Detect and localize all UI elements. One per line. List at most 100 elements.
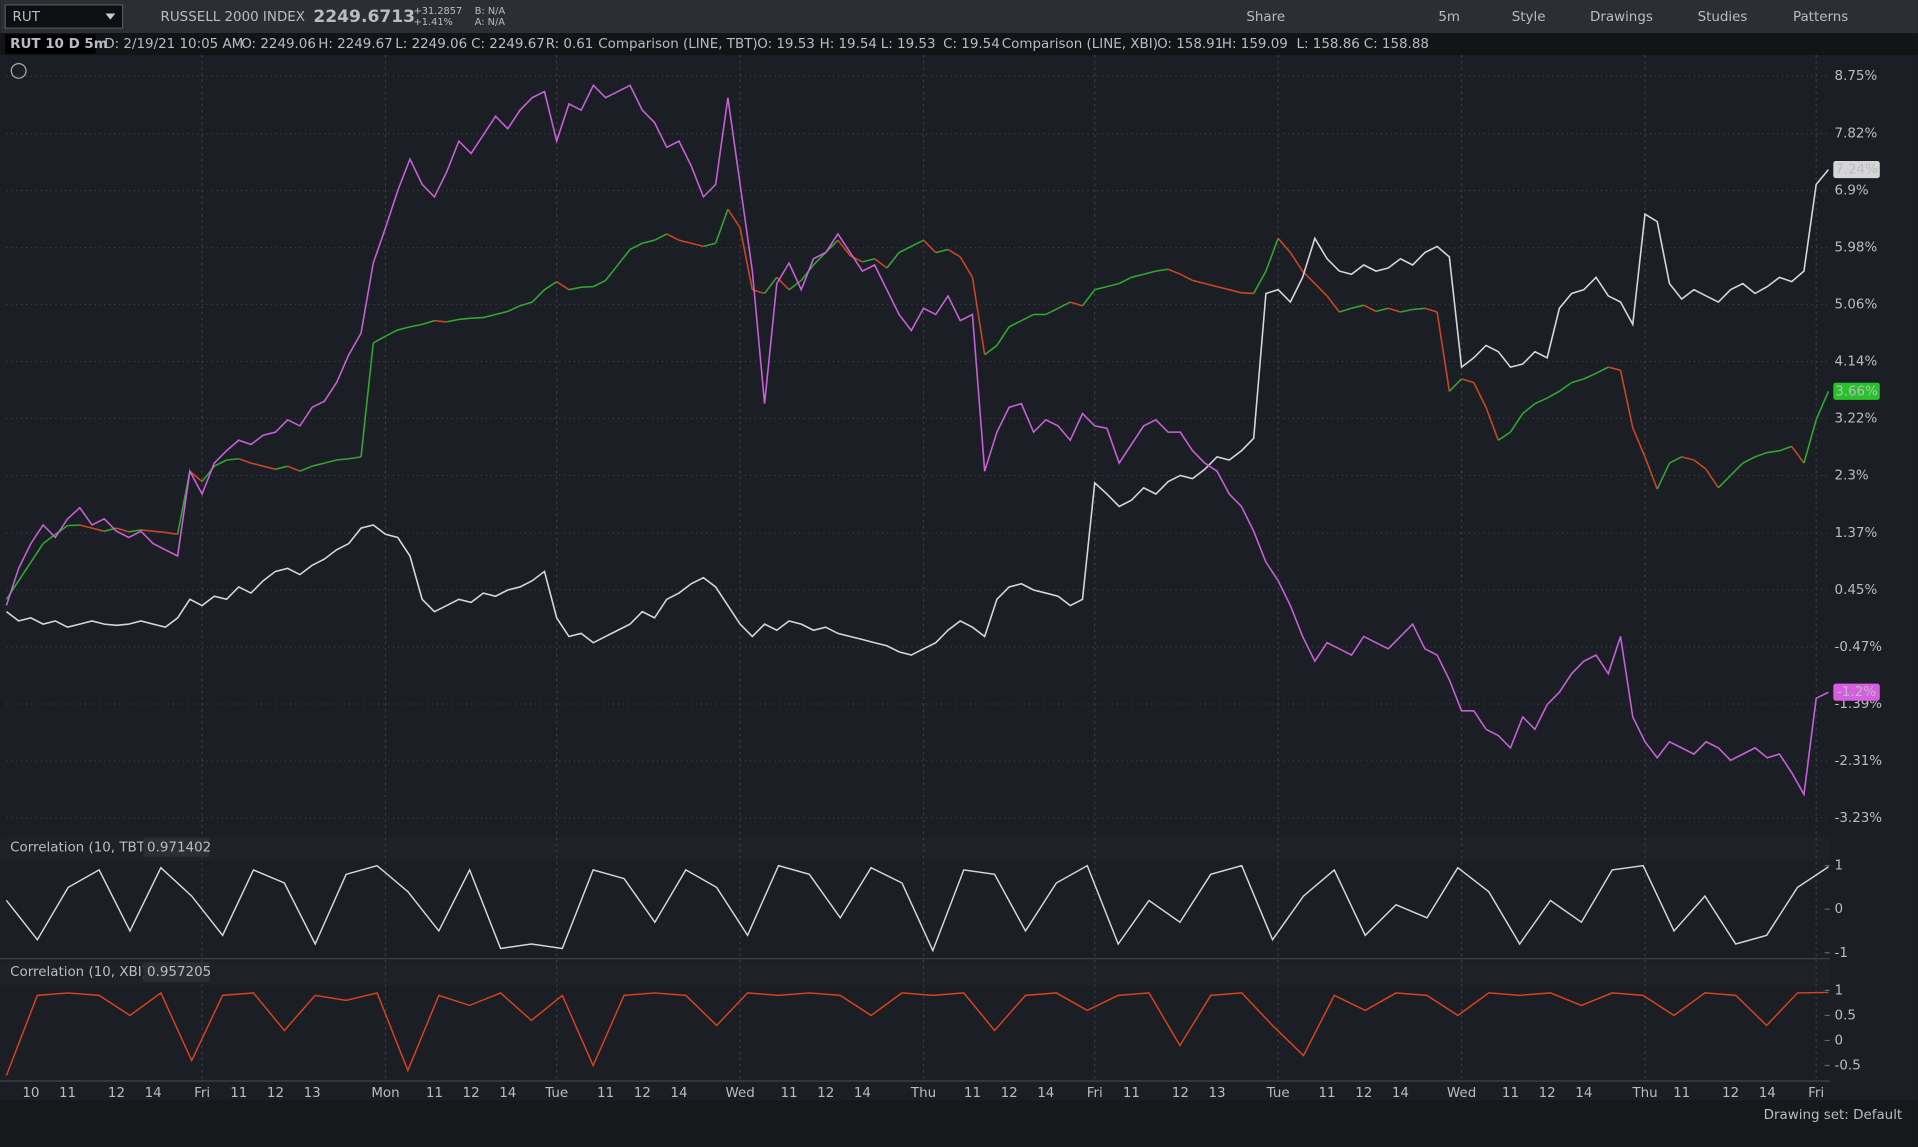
price-segment (1485, 407, 1500, 441)
x-tick-label: 11 (1123, 1086, 1140, 1101)
price-segment (1179, 273, 1193, 282)
price-segment (397, 326, 411, 331)
price-segment (128, 529, 142, 533)
x-tick-label: 14 (1392, 1086, 1409, 1101)
x-tick-label: 11 (964, 1086, 981, 1101)
price-segment (898, 245, 912, 254)
price-segment (1717, 474, 1732, 489)
toolbar-button[interactable]: Studies (1698, 10, 1748, 25)
x-tick-label: 14 (499, 1086, 516, 1101)
price-segment (1424, 307, 1438, 313)
price-segment (1779, 445, 1793, 452)
price-segment (874, 258, 888, 269)
price-segment (1571, 378, 1585, 384)
price-segment (1497, 431, 1511, 441)
y-tick-label: 0 (1835, 902, 1844, 917)
x-tick-label: 14 (1759, 1086, 1776, 1101)
price-segment (1008, 319, 1022, 328)
toolbar-button[interactable]: 5m (1438, 10, 1460, 25)
x-tick-label: 12 (634, 1086, 651, 1101)
price-segment (678, 239, 692, 245)
price-segment (1608, 366, 1621, 371)
price-segment (1436, 311, 1451, 392)
price-segment (812, 251, 827, 266)
price-segment (1730, 462, 1744, 477)
x-tick-label: 12 (1001, 1086, 1018, 1101)
price-segment (1204, 282, 1218, 288)
price-segment (311, 462, 325, 467)
symbol-box[interactable] (4, 4, 124, 29)
info-icon[interactable] (10, 62, 27, 79)
price-segment (910, 239, 924, 248)
price-segment (165, 531, 178, 536)
price-line (5, 84, 1829, 797)
price-segment (1522, 403, 1536, 415)
price-segment (471, 316, 484, 319)
price-segment (446, 318, 460, 323)
price-segment (1461, 378, 1475, 384)
price-segment (1241, 292, 1254, 295)
price-segment (984, 344, 998, 356)
x-tick-label: 13 (304, 1086, 321, 1101)
x-tick-label: Tue (1266, 1086, 1290, 1101)
price-segment (1229, 288, 1242, 294)
price-segment (1070, 301, 1083, 307)
price-segment (67, 524, 80, 527)
ohlc-value: H: 2249.67 (318, 37, 392, 52)
drawing-set[interactable]: Drawing set: Default (1764, 1108, 1903, 1123)
toolbar (0, 0, 1918, 34)
price-segment (1448, 378, 1463, 392)
toolbar-button[interactable]: Style (1512, 10, 1546, 25)
price-segment (1669, 456, 1683, 464)
price-segment (703, 242, 716, 248)
toolbar-button[interactable]: Patterns (1793, 10, 1848, 25)
price-segment (959, 256, 974, 278)
price-segment (568, 286, 582, 291)
y-tick-label: -0.5 (1835, 1059, 1861, 1074)
price-segment (1167, 268, 1181, 275)
y-tick-label: -3.23% (1835, 811, 1883, 826)
x-tick-label: Tue (544, 1086, 568, 1101)
symbol[interactable]: RUT (13, 10, 41, 25)
toolbar-button[interactable]: Drawings (1590, 10, 1653, 25)
price-segment (1192, 279, 1205, 285)
price-segment (1558, 381, 1573, 392)
price-segment (140, 529, 154, 532)
change-pct: +1.41% (414, 17, 453, 28)
panel-header-1 (0, 836, 1830, 861)
price-segment (1081, 289, 1096, 307)
price-segment (1509, 413, 1524, 433)
toolbar-button[interactable]: Share (1246, 10, 1285, 25)
y-tick-label: -1 (1835, 946, 1848, 961)
footer (0, 1100, 1918, 1147)
price-segment (372, 335, 386, 344)
price-segment (1057, 301, 1071, 309)
price-segment (1155, 268, 1169, 272)
x-tick-label: 11 (597, 1086, 614, 1101)
price-segment (1595, 366, 1609, 375)
x-tick-label: Wed (725, 1086, 754, 1101)
x-tick-label: 11 (59, 1086, 76, 1101)
price-segment (581, 285, 594, 289)
dropdown-arrow[interactable] (105, 13, 116, 20)
x-tick-label: 11 (426, 1086, 443, 1101)
price-segment (531, 289, 546, 303)
x-tick-label: 14 (1037, 1086, 1054, 1101)
price-segment (971, 277, 986, 355)
ohlc-value: C: 158.88 (1364, 37, 1429, 52)
price-segment (1021, 313, 1034, 322)
price-segment (1767, 449, 1780, 454)
price-segment (1619, 370, 1634, 428)
price-segment (1412, 307, 1425, 311)
y-tick-label: 3.22% (1835, 412, 1878, 427)
x-tick-label: 13 (1208, 1086, 1225, 1101)
price-segment (324, 459, 337, 464)
panel-value: 0.971402 (147, 840, 211, 855)
y-tick-label: 0.5 (1835, 1008, 1856, 1023)
y-tick-label: 1 (1835, 859, 1844, 874)
price-segment (250, 462, 264, 467)
y-tick-label: 0 (1835, 1033, 1844, 1048)
price-tag-label: 3.66% (1835, 384, 1878, 399)
description: RUSSELL 2000 INDEX (161, 10, 306, 25)
ohlc-value: C: 19.54 (943, 37, 1000, 52)
